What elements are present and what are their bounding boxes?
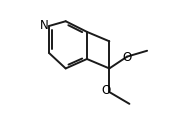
Text: N: N [39,19,48,32]
Text: O: O [122,51,132,64]
Text: O: O [102,84,111,97]
